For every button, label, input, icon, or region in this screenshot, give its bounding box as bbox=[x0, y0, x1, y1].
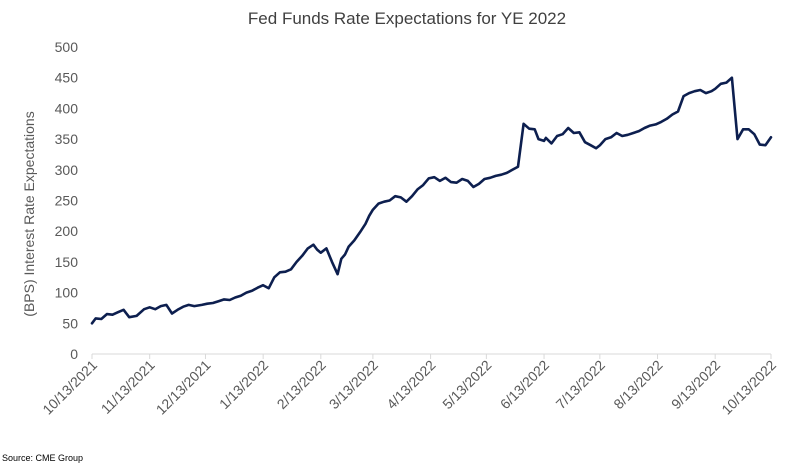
x-tick-label: 9/13/2022 bbox=[668, 357, 724, 413]
x-tick-label: 4/13/2022 bbox=[383, 357, 439, 413]
y-tick-label: 350 bbox=[55, 131, 79, 147]
y-tick-label: 400 bbox=[55, 100, 79, 116]
x-tick-label: 6/13/2022 bbox=[497, 357, 553, 413]
x-tick-label: 10/13/2021 bbox=[39, 357, 100, 418]
y-tick-label: 500 bbox=[55, 39, 79, 55]
x-tick-label: 1/13/2022 bbox=[216, 357, 272, 413]
y-tick-label: 150 bbox=[55, 254, 79, 270]
y-tick-label: 300 bbox=[55, 162, 79, 178]
x-tick-label: 2/13/2022 bbox=[274, 357, 330, 413]
y-tick-label: 50 bbox=[62, 315, 78, 331]
y-axis-label: (BPS) Interest Rate Expectations bbox=[21, 111, 37, 316]
x-tick-label: 3/13/2022 bbox=[326, 357, 382, 413]
y-tick-label: 450 bbox=[55, 70, 79, 86]
y-tick-label: 100 bbox=[55, 285, 79, 301]
y-tick-label: 0 bbox=[70, 346, 78, 362]
source-note: Source: CME Group bbox=[2, 453, 83, 463]
x-tick-label: 8/13/2022 bbox=[610, 357, 666, 413]
y-axis-ticks: 0 50 100 150 200 250 300 350 400 450 500 bbox=[55, 39, 79, 362]
x-tick-label: 7/13/2022 bbox=[553, 357, 609, 413]
x-tick-label: 10/13/2022 bbox=[718, 357, 779, 418]
y-tick-label: 250 bbox=[55, 193, 79, 209]
series-line bbox=[90, 76, 773, 325]
x-tick-label: 12/13/2021 bbox=[153, 357, 214, 418]
chart-title: Fed Funds Rate Expectations for YE 2022 bbox=[248, 9, 566, 28]
y-tick-label: 200 bbox=[55, 223, 79, 239]
x-tick-label: 11/13/2021 bbox=[98, 357, 158, 417]
x-tick-label: 5/13/2022 bbox=[439, 357, 495, 413]
